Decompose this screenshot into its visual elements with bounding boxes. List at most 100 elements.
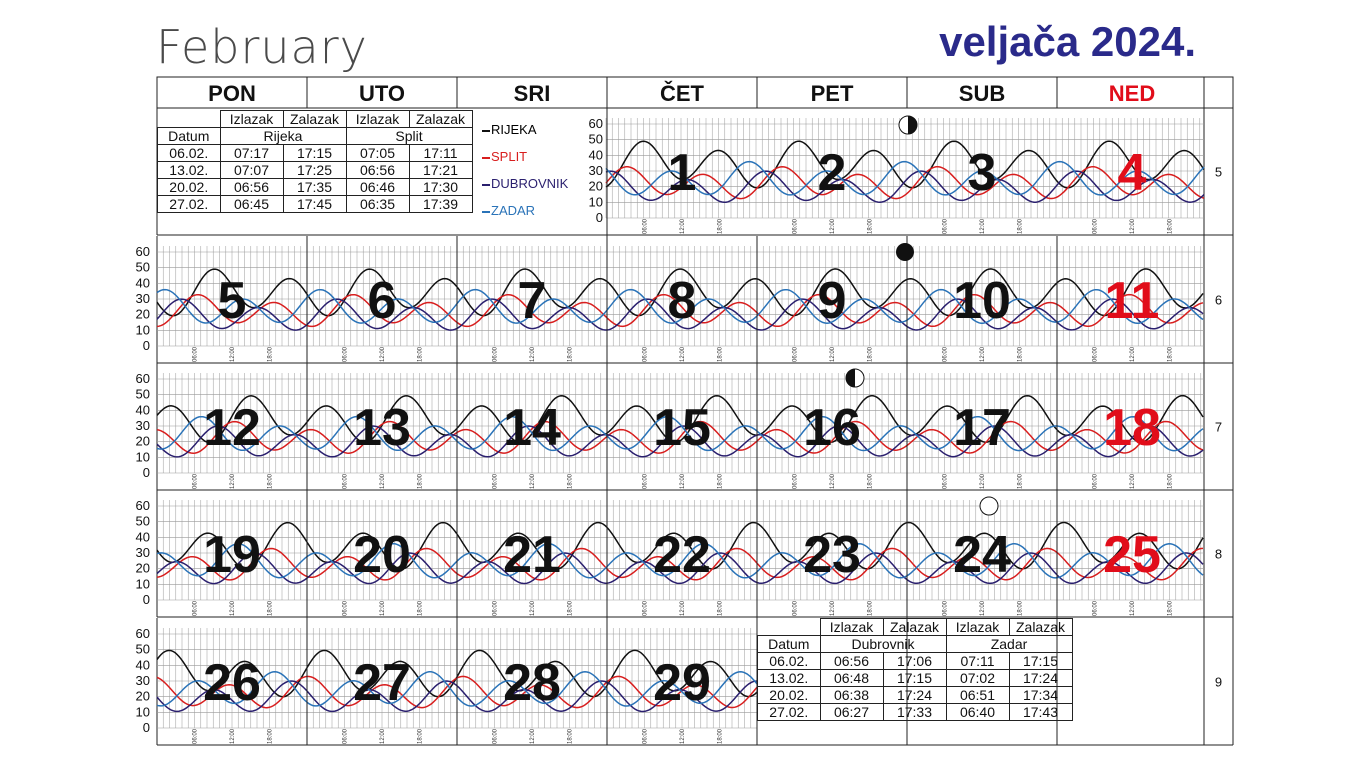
- th-zalazak-a: Zalazak: [882, 618, 947, 636]
- moon-full-moon-icon: [979, 496, 999, 516]
- x-tick-label: 18:00: [868, 218, 874, 234]
- cell-time: 06:51: [945, 686, 1010, 704]
- y-tick-label: 20: [136, 434, 150, 449]
- x-tick-label: 12:00: [230, 728, 236, 744]
- x-tick-label: 18:00: [1018, 600, 1024, 616]
- day-number-13: 13: [353, 399, 411, 457]
- th-izlazak-a: Izlazak: [819, 618, 884, 636]
- x-tick-label: 06:00: [493, 346, 499, 362]
- cell-time: 07:17: [219, 144, 284, 162]
- table-row: 06.02. 06:56 17:06 07:11 17:15: [757, 652, 1073, 670]
- th-izlazak-b: Izlazak: [945, 618, 1010, 636]
- x-tick-label: 18:00: [1168, 600, 1174, 616]
- x-tick-label: 12:00: [530, 346, 536, 362]
- cell-time: 06:56: [219, 178, 284, 196]
- weekday-label-sub: SUB: [959, 81, 1005, 106]
- x-tick-label: 18:00: [1168, 346, 1174, 362]
- x-tick-label: 12:00: [530, 600, 536, 616]
- day-number-8: 8: [668, 272, 697, 330]
- x-tick-label: 12:00: [830, 218, 836, 234]
- day-number-7: 7: [518, 272, 547, 330]
- th-zalazak-b: Zalazak: [1008, 618, 1073, 636]
- tide-line-zadar: [156, 288, 1204, 325]
- x-tick-label: 18:00: [568, 473, 574, 489]
- day-number-28: 28: [503, 654, 561, 712]
- cell-time: 17:39: [408, 195, 473, 213]
- day-number-25: 25: [1103, 526, 1161, 584]
- cell-time: 17:24: [1008, 669, 1073, 687]
- y-tick-label: 30: [589, 163, 603, 178]
- y-tick-label: 20: [589, 179, 603, 194]
- cell-date: 06.02.: [757, 652, 821, 670]
- cell-time: 17:33: [882, 703, 947, 721]
- cell-time: 17:25: [282, 161, 347, 179]
- y-tick-label: 10: [136, 704, 150, 719]
- cell-time: 17:15: [882, 669, 947, 687]
- x-tick-label: 18:00: [868, 600, 874, 616]
- weekday-header: [156, 76, 1234, 109]
- th-zalazak-b: Zalazak: [408, 110, 473, 128]
- english-month-title: February: [156, 20, 368, 74]
- x-tick-label: 06:00: [643, 600, 649, 616]
- cell-time: 07:02: [945, 669, 1010, 687]
- weekday-label-sri: SRI: [514, 81, 551, 106]
- table-row: 06.02. 07:17 17:15 07:05 17:11: [157, 144, 473, 162]
- x-tick-label: 06:00: [643, 218, 649, 234]
- weekday-label-ned: NED: [1109, 81, 1155, 106]
- x-tick-label: 06:00: [193, 728, 199, 744]
- x-tick-label: 18:00: [1018, 473, 1024, 489]
- y-tick-label: 20: [136, 561, 150, 576]
- y-tick-label: 10: [136, 322, 150, 337]
- day-number-21: 21: [503, 526, 561, 584]
- cell-time: 17:15: [282, 144, 347, 162]
- x-tick-label: 12:00: [980, 218, 986, 234]
- cell-time: 17:06: [882, 652, 947, 670]
- cell-time: 06:46: [345, 178, 410, 196]
- day-number-3: 3: [968, 144, 997, 202]
- day-number-12: 12: [203, 399, 261, 457]
- y-tick-label: 50: [589, 132, 603, 147]
- cell-time: 06:56: [345, 161, 410, 179]
- legend-rijeka-label: RIJEKA: [491, 122, 537, 137]
- tide-line-rijeka: [156, 268, 1204, 317]
- y-tick-label: 20: [136, 307, 150, 322]
- x-tick-label: 12:00: [1130, 473, 1136, 489]
- x-tick-label: 12:00: [1130, 600, 1136, 616]
- x-tick-label: 12:00: [230, 600, 236, 616]
- tide-line-rijeka: [605, 140, 1205, 189]
- x-tick-label: 06:00: [1093, 600, 1099, 616]
- sunrise-sunset-table-rijeka-split: Izlazak Zalazak Izlazak Zalazak Datum Ri…: [157, 110, 473, 213]
- x-tick-label: 12:00: [380, 600, 386, 616]
- x-tick-label: 18:00: [418, 346, 424, 362]
- x-tick-label: 06:00: [493, 728, 499, 744]
- x-tick-label: 06:00: [643, 346, 649, 362]
- cell-date: 27.02.: [757, 703, 821, 721]
- cell-date: 13.02.: [157, 161, 221, 179]
- x-tick-label: 12:00: [980, 600, 986, 616]
- x-tick-label: 18:00: [718, 600, 724, 616]
- x-tick-label: 12:00: [830, 473, 836, 489]
- x-tick-label: 06:00: [493, 473, 499, 489]
- x-tick-label: 06:00: [643, 728, 649, 744]
- y-tick-label: 10: [136, 449, 150, 464]
- x-tick-label: 18:00: [868, 346, 874, 362]
- cell-time: 06:56: [819, 652, 884, 670]
- th-city-dubrovnik: Dubrovnik: [819, 635, 947, 653]
- x-tick-label: 06:00: [193, 600, 199, 616]
- cell-time: 17:30: [408, 178, 473, 196]
- cell-date: 27.02.: [157, 195, 221, 213]
- x-tick-label: 06:00: [943, 218, 949, 234]
- y-tick-label: 40: [589, 147, 603, 162]
- day-number-15: 15: [653, 399, 711, 457]
- week-number: 9: [1215, 675, 1222, 690]
- day-number-29: 29: [653, 654, 711, 712]
- day-number-27: 27: [353, 654, 411, 712]
- x-tick-label: 12:00: [230, 473, 236, 489]
- x-tick-label: 06:00: [1093, 473, 1099, 489]
- x-tick-label: 18:00: [568, 600, 574, 616]
- x-tick-label: 12:00: [530, 473, 536, 489]
- day-number-22: 22: [653, 526, 711, 584]
- x-tick-label: 12:00: [380, 346, 386, 362]
